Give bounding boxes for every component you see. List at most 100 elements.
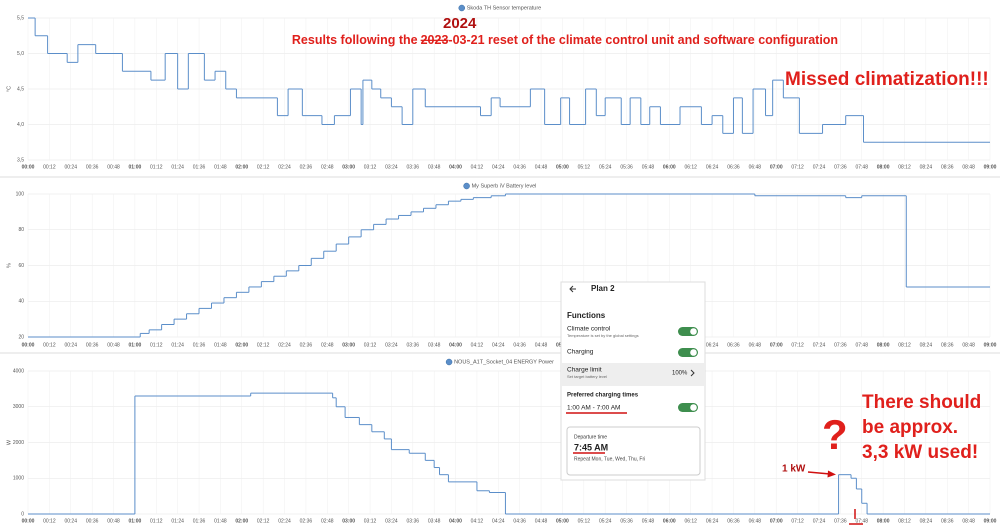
plan-title: Plan 2 bbox=[591, 284, 615, 293]
x-tick-label: 07:12 bbox=[791, 342, 804, 348]
x-tick-label: 03:00 bbox=[342, 518, 355, 524]
x-tick-label: 06:48 bbox=[749, 518, 762, 524]
x-tick-label: 02:36 bbox=[300, 342, 313, 348]
x-tick-label: 08:24 bbox=[920, 342, 933, 348]
x-tick-label: 04:36 bbox=[513, 518, 526, 524]
x-tick-label: 03:36 bbox=[407, 164, 420, 170]
x-tick-label: 06:48 bbox=[749, 342, 762, 348]
x-tick-label: 00:12 bbox=[43, 518, 56, 524]
x-tick-label: 06:36 bbox=[727, 164, 740, 170]
y-tick-label: 5,0 bbox=[17, 51, 24, 57]
legend-marker bbox=[445, 358, 453, 366]
annotation-results: Results following the 2023-03-21 reset of… bbox=[292, 33, 838, 47]
annotation-question: ? bbox=[822, 411, 848, 458]
y-tick-label: 60 bbox=[18, 263, 24, 269]
x-tick-label: 05:36 bbox=[620, 164, 633, 170]
toggle-knob bbox=[690, 349, 697, 356]
x-tick-label: 03:48 bbox=[428, 164, 441, 170]
y-tick-label: 3000 bbox=[13, 404, 24, 410]
x-tick-label: 00:48 bbox=[107, 164, 120, 170]
annotation-year: 2024 bbox=[443, 15, 477, 32]
y-tick-label: 100 bbox=[16, 191, 25, 197]
section-heading: Preferred charging times bbox=[567, 393, 639, 399]
x-tick-label: 01:00 bbox=[128, 164, 141, 170]
x-tick-label: 08:00 bbox=[877, 518, 890, 524]
x-tick-label: 03:36 bbox=[407, 342, 420, 348]
x-tick-label: 00:48 bbox=[107, 342, 120, 348]
x-tick-label: 07:36 bbox=[834, 518, 847, 524]
x-tick-label: 01:24 bbox=[171, 518, 184, 524]
x-tick-label: 08:48 bbox=[962, 518, 975, 524]
y-tick-label: 5,5 bbox=[17, 15, 24, 21]
x-tick-label: 06:36 bbox=[727, 342, 740, 348]
toggle-knob bbox=[690, 328, 697, 335]
charge-limit-row[interactable] bbox=[562, 363, 704, 386]
x-tick-label: 03:12 bbox=[364, 518, 377, 524]
x-tick-label: 03:36 bbox=[407, 518, 420, 524]
x-tick-label: 08:12 bbox=[898, 164, 911, 170]
annotation-expected: 3,3 kW used! bbox=[862, 442, 978, 463]
y-axis-label: % bbox=[6, 263, 12, 268]
x-tick-label: 02:48 bbox=[321, 164, 334, 170]
y-tick-label: 3,5 bbox=[17, 157, 24, 163]
x-tick-label: 02:24 bbox=[278, 518, 291, 524]
x-tick-label: 05:24 bbox=[599, 164, 612, 170]
x-tick-label: 04:24 bbox=[492, 342, 505, 348]
x-tick-label: 08:24 bbox=[920, 518, 933, 524]
charging-range[interactable]: 1:00 AM - 7:00 AM bbox=[567, 405, 620, 412]
x-tick-label: 03:24 bbox=[385, 164, 398, 170]
x-tick-label: 01:24 bbox=[171, 342, 184, 348]
x-tick-label: 06:12 bbox=[684, 164, 697, 170]
x-tick-label: 04:36 bbox=[513, 164, 526, 170]
x-tick-label: 08:12 bbox=[898, 518, 911, 524]
charts: 3,5 4,0 4,5 5,0 5,5 00:00 00:12 00:24 00:36 00:48… bbox=[6, 4, 997, 524]
x-tick-label: 08:36 bbox=[941, 342, 954, 348]
x-tick-label: 04:48 bbox=[535, 164, 548, 170]
y-tick-label: 40 bbox=[18, 299, 24, 305]
x-tick-label: 05:48 bbox=[642, 164, 655, 170]
departure-heading: Departure time bbox=[574, 434, 607, 440]
x-tick-label: 03:00 bbox=[342, 164, 355, 170]
y-tick-label: 0 bbox=[21, 511, 24, 517]
y-tick-label: 1000 bbox=[13, 476, 24, 482]
x-tick-label: 02:36 bbox=[300, 518, 313, 524]
x-tick-label: 06:00 bbox=[663, 518, 676, 524]
x-tick-label: 02:00 bbox=[235, 518, 248, 524]
annotation-1kw: 1 kW bbox=[782, 464, 806, 475]
x-tick-label: 08:36 bbox=[941, 518, 954, 524]
x-tick-label: 00:12 bbox=[43, 164, 56, 170]
x-tick-label: 04:24 bbox=[492, 164, 505, 170]
x-tick-label: 03:24 bbox=[385, 342, 398, 348]
legend-marker bbox=[463, 182, 470, 190]
x-tick-label: 07:24 bbox=[813, 164, 826, 170]
x-tick-label: 02:12 bbox=[257, 342, 270, 348]
x-tick-label: 08:12 bbox=[898, 342, 911, 348]
x-tick-label: 00:36 bbox=[86, 164, 99, 170]
x-tick-label: 02:00 bbox=[235, 342, 248, 348]
x-tick-label: 03:00 bbox=[342, 342, 355, 348]
departure-card[interactable] bbox=[566, 426, 701, 476]
legend-marker bbox=[458, 4, 465, 12]
back-icon[interactable] bbox=[569, 285, 576, 293]
x-tick-label: 07:00 bbox=[770, 342, 783, 348]
x-tick-label: 07:48 bbox=[855, 342, 868, 348]
annotation-arrow bbox=[807, 471, 831, 475]
item-label: Charging bbox=[567, 349, 594, 356]
item-sublabel: Set target battery level bbox=[567, 374, 607, 379]
item-label: Charge limit bbox=[567, 367, 602, 374]
x-tick-label: 02:12 bbox=[257, 518, 270, 524]
y-tick-label: 4,5 bbox=[17, 86, 24, 92]
x-tick-label: 01:24 bbox=[171, 164, 184, 170]
y-tick-label: 20 bbox=[18, 334, 24, 340]
y-axis-label: °C bbox=[6, 86, 12, 92]
x-tick-label: 04:12 bbox=[471, 342, 484, 348]
y-tick-label: 2000 bbox=[13, 440, 24, 446]
x-tick-label: 01:00 bbox=[128, 342, 141, 348]
x-tick-label: 02:48 bbox=[321, 518, 334, 524]
departure-repeat: Repeat Mon, Tue, Wed, Thu, Fri bbox=[574, 456, 645, 462]
x-tick-label: 06:12 bbox=[684, 518, 697, 524]
x-tick-label: 07:24 bbox=[813, 342, 826, 348]
